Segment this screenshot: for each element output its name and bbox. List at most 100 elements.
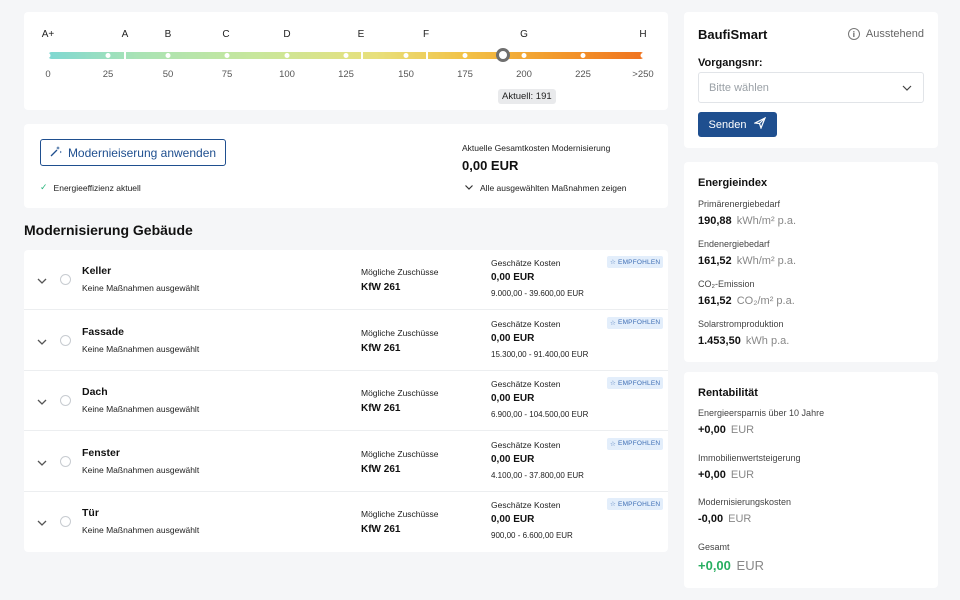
recommended-badge: ☆ EMPFOHLEN xyxy=(607,316,664,329)
value-number: 161,52 xyxy=(698,295,732,307)
scale-class-letter: E xyxy=(357,29,365,40)
scale-tick-dot xyxy=(521,53,527,58)
rent-item-value: +0,00 EUR xyxy=(698,469,754,481)
star-icon: ☆ xyxy=(610,319,617,327)
scale-tick-label: 75 xyxy=(221,69,233,80)
value-unit: kWh/m² p.a. xyxy=(736,255,797,267)
current-value-marker[interactable] xyxy=(495,48,510,62)
scale-tick-label: 175 xyxy=(457,69,473,80)
estimated-cost-label: Geschätze Kosten xyxy=(491,379,561,389)
chevron-down-icon[interactable] xyxy=(36,335,48,347)
recommended-badge: ☆ EMPFOHLEN xyxy=(607,377,664,389)
row-select-radio[interactable] xyxy=(60,274,71,285)
row-title: Fenster xyxy=(82,446,120,459)
scale-class-letter: A xyxy=(121,29,129,40)
value-number: +0,00 xyxy=(698,424,726,436)
value-unit: EUR xyxy=(730,424,755,436)
value-number: +0,00 xyxy=(698,557,731,573)
scale-tick-dot xyxy=(284,53,290,58)
rent-item-value: +0,00 EUR xyxy=(698,558,764,573)
building-measures-list: Keller Keine Maßnahmen ausgewählt Mögliche… xyxy=(24,250,668,552)
status-indicator: i Ausstehend xyxy=(847,28,924,40)
estimated-cost-range: 900,00 - 6.600,00 EUR xyxy=(491,531,573,540)
estimated-cost-value: 0,00 EUR xyxy=(491,453,535,465)
energy-item-value: 161,52 kWh/m² p.a. xyxy=(698,255,796,267)
estimated-cost-range: 4.100,00 - 37.800,00 EUR xyxy=(491,470,584,480)
estimated-cost-value: 0,00 EUR xyxy=(491,272,535,283)
value-unit: EUR xyxy=(730,468,755,481)
show-all-measures-toggle[interactable]: Alle ausgewählten Maßnahmen zeigen xyxy=(464,182,626,194)
send-button[interactable]: Senden xyxy=(698,112,777,137)
vorgangsnr-select[interactable]: Bitte wählen xyxy=(698,72,924,103)
row-select-radio[interactable] xyxy=(60,395,71,406)
apply-modernisation-label: Modernieiserung anwenden xyxy=(67,145,217,160)
scale-separator xyxy=(124,52,126,59)
measure-row[interactable]: Dach Keine Maßnahmen ausgewählt Mögliche Z… xyxy=(24,371,668,431)
scale-tick-dot xyxy=(343,53,349,58)
total-cost-value: 0,00 EUR xyxy=(462,158,519,173)
value-number: +0,00 xyxy=(698,468,726,481)
estimated-cost-label: Geschätze Kosten xyxy=(491,258,561,268)
row-title: Keller xyxy=(82,265,112,277)
row-select-radio[interactable] xyxy=(60,455,71,467)
scale-tick-dot xyxy=(105,53,111,58)
scale-class-letter: G xyxy=(520,29,528,40)
rent-item-value: -0,00 EUR xyxy=(698,513,751,525)
rent-item-value: +0,00 EUR xyxy=(698,424,754,436)
select-placeholder: Bitte wählen xyxy=(709,81,769,94)
scale-class-letter: B xyxy=(164,29,172,40)
chevron-down-icon[interactable] xyxy=(36,516,48,528)
energy-scale-card: A+ A B C D E F G H 0 25 50 75 100 125 150 175 200 225 >250… xyxy=(24,12,668,110)
badge-label: EMPFOHLEN xyxy=(618,379,661,387)
chevron-down-icon[interactable] xyxy=(36,274,48,286)
measure-row[interactable]: Keller Keine Maßnahmen ausgewählt Mögliche… xyxy=(24,250,668,310)
row-subtitle: Keine Maßnahmen ausgewählt xyxy=(82,343,200,354)
scale-class-letter: F xyxy=(422,29,430,40)
star-icon: ☆ xyxy=(610,440,617,448)
section-title: Modernisierung Gebäude xyxy=(24,222,193,238)
star-icon: ☆ xyxy=(610,501,617,508)
chevron-down-icon[interactable] xyxy=(36,395,48,407)
value-unit: CO₂/m² p.a. xyxy=(736,295,795,307)
energy-item-label: Primärenergiebedarf xyxy=(698,199,781,209)
value-unit: kWh/m² p.a. xyxy=(736,215,797,227)
measure-row[interactable]: Tür Keine Maßnahmen ausgewählt Mögliche Zu… xyxy=(24,492,668,552)
energy-index-title: Energieindex xyxy=(698,177,768,189)
badge-label: EMPFOHLEN xyxy=(618,500,661,508)
value-number: 1.453,50 xyxy=(698,335,741,347)
apply-modernisation-button[interactable]: Modernieiserung anwenden xyxy=(40,139,226,166)
status-label: Ausstehend xyxy=(865,28,924,40)
row-subtitle: Keine Maßnahmen ausgewählt xyxy=(82,525,200,535)
grant-value: KfW 261 xyxy=(361,282,401,293)
row-subtitle: Keine Maßnahmen ausgewählt xyxy=(82,404,200,414)
current-value-label: Aktuell: 191 xyxy=(498,89,556,104)
measure-row[interactable]: Fassade Keine Maßnahmen ausgewählt Möglich… xyxy=(24,311,668,371)
measure-row[interactable]: Fenster Keine Maßnahmen ausgewählt Möglich… xyxy=(24,432,668,492)
scale-tick-label: 125 xyxy=(338,69,354,80)
badge-label: EMPFOHLEN xyxy=(618,440,661,447)
scale-tick-dot xyxy=(462,53,468,58)
row-select-radio[interactable] xyxy=(60,516,71,527)
show-all-label: Alle ausgewählten Maßnahmen zeigen xyxy=(480,183,627,193)
scale-class-letter: D xyxy=(283,29,291,40)
value-unit: EUR xyxy=(728,513,752,525)
send-icon xyxy=(753,116,767,132)
total-cost-label: Aktuelle Gesamtkosten Modernisierung xyxy=(462,143,611,153)
energy-item-label: CO₂-Emission xyxy=(698,279,755,289)
row-title: Tür xyxy=(82,507,99,519)
star-icon: ☆ xyxy=(610,380,617,387)
check-icon: ✓ xyxy=(40,182,48,192)
scale-tick-dot xyxy=(640,53,646,58)
magic-wand-icon xyxy=(50,145,62,160)
scale-tick-label: >250 xyxy=(632,69,654,80)
rent-item-label: Modernisierungskosten xyxy=(698,497,792,507)
scale-tick-label: 25 xyxy=(102,69,114,80)
value-number: 190,88 xyxy=(698,215,732,227)
send-label: Senden xyxy=(708,118,747,131)
energy-item-value: 190,88 kWh/m² p.a. xyxy=(698,215,796,227)
grant-label: Mögliche Zuschüsse xyxy=(361,388,439,398)
chevron-down-icon[interactable] xyxy=(36,456,48,468)
energy-index-card: Energieindex Primärenergiebedarf 190,88 k… xyxy=(684,162,938,362)
energy-item-label: Endenergiebedarf xyxy=(698,239,770,249)
row-select-radio[interactable] xyxy=(60,334,71,346)
